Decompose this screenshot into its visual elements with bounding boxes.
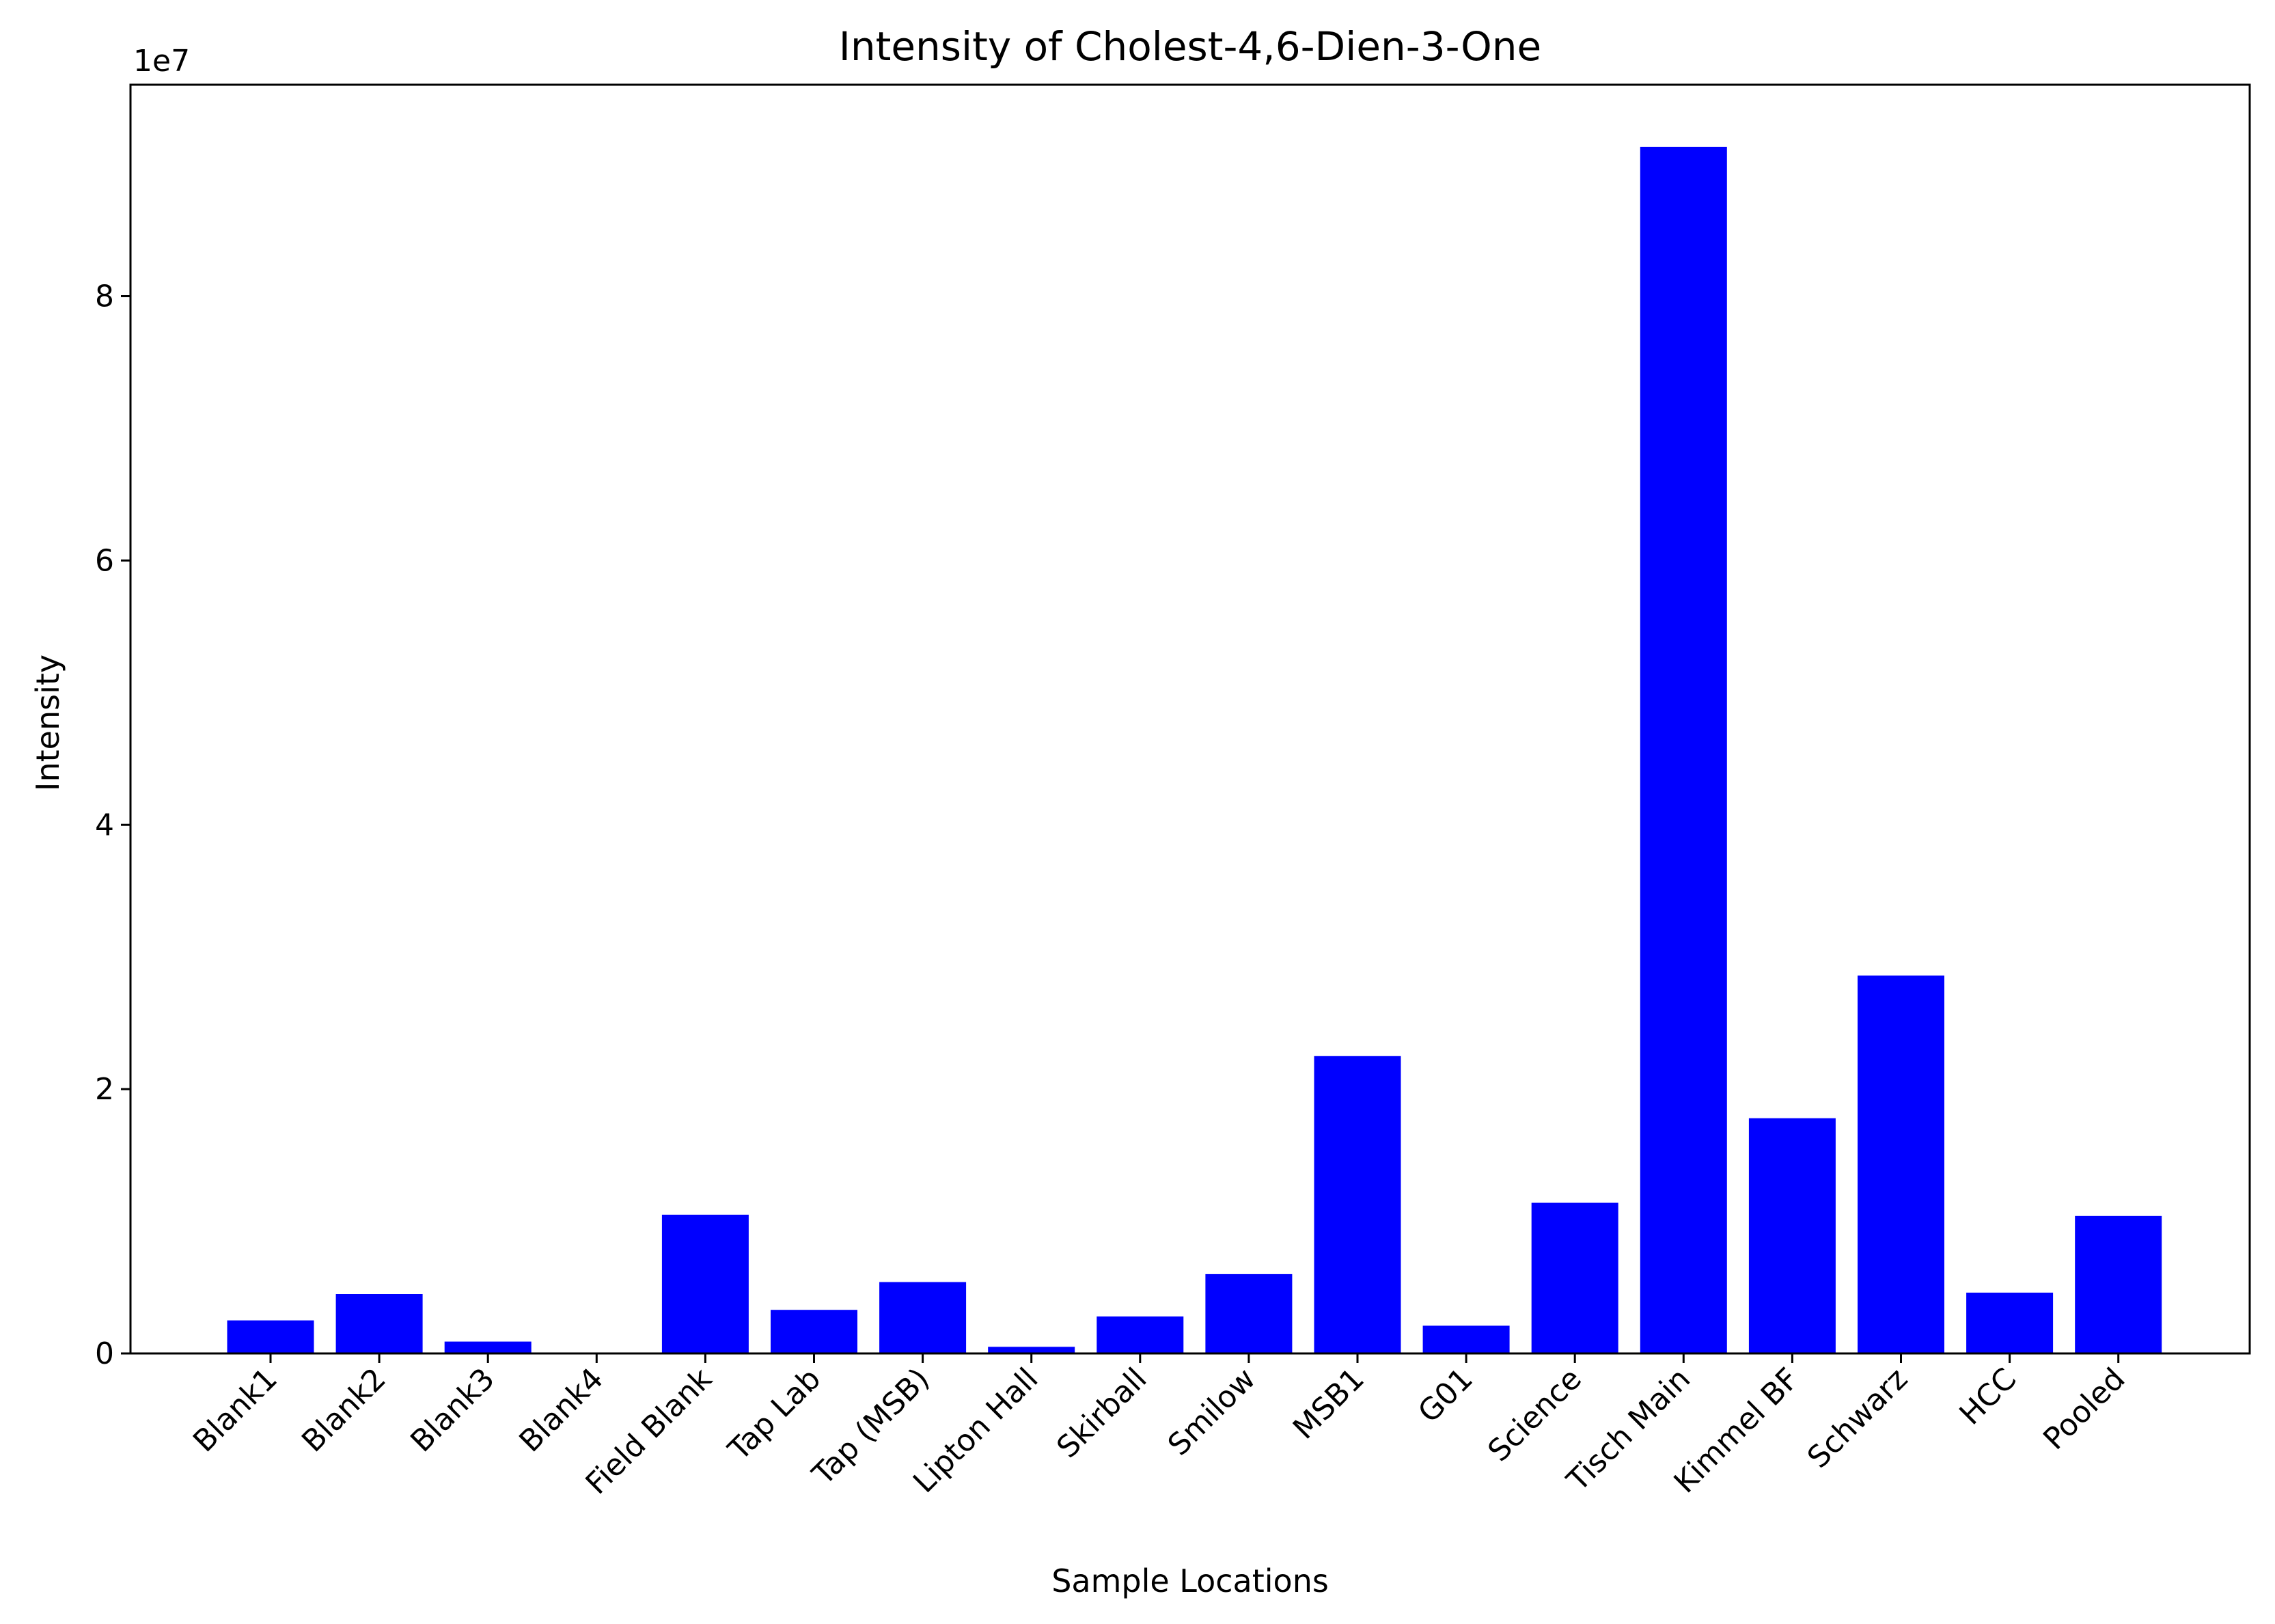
x-tick-label: Schwarz <box>1801 1362 1914 1475</box>
x-tick-label: Smilow <box>1161 1362 1263 1463</box>
bar-g01 <box>1422 1325 1510 1353</box>
x-tick-label: Tap Lab <box>721 1362 827 1468</box>
y-tick-label: 4 <box>95 808 114 842</box>
y-axis-ticks: 0 2 4 6 8 <box>95 279 130 1371</box>
x-axis-label: Sample Locations <box>1051 1563 1329 1599</box>
bars-group <box>227 146 2162 1353</box>
bar-skirball <box>1097 1316 1184 1353</box>
x-tick-label: Blank1 <box>187 1362 284 1459</box>
y-axis-offset-label: 1e7 <box>133 44 190 79</box>
bar-field-blank <box>661 1214 749 1353</box>
y-tick-label: 6 <box>95 543 114 578</box>
y-tick-label: 0 <box>95 1336 114 1371</box>
y-tick-label: 2 <box>95 1072 114 1107</box>
bar-tap-lab <box>771 1310 857 1353</box>
bar-smilow <box>1205 1274 1293 1353</box>
bar-blank2 <box>335 1294 423 1353</box>
bar-pooled <box>2075 1215 2162 1353</box>
bar-hcc <box>1966 1293 2054 1353</box>
bar-lipton-hall <box>988 1347 1075 1353</box>
bar-schwarz <box>1858 975 1944 1353</box>
x-tick-label: Blank3 <box>404 1362 501 1459</box>
bar-science <box>1531 1202 1618 1353</box>
chart-title: Intensity of Cholest-4,6-Dien-3-One <box>839 23 1542 70</box>
bar-tisch-main <box>1640 146 1727 1353</box>
x-tick-label: MSB1 <box>1286 1362 1371 1446</box>
x-tick-label: Pooled <box>2037 1362 2132 1457</box>
x-tick-label: G01 <box>1411 1362 1480 1430</box>
bar-kimmel-bf <box>1748 1118 1836 1353</box>
x-tick-label: Skirball <box>1050 1362 1153 1465</box>
x-tick-label: Blank4 <box>512 1362 610 1459</box>
bar-tap-msb <box>879 1282 967 1353</box>
x-tick-label: HCC <box>1953 1362 2023 1432</box>
bar-blank1 <box>227 1320 314 1353</box>
y-tick-label: 8 <box>95 279 114 314</box>
bar-msb1 <box>1314 1056 1401 1353</box>
x-tick-label: Science <box>1481 1362 1588 1469</box>
x-tick-label: Blank2 <box>295 1362 393 1459</box>
y-axis-label: Intensity <box>29 655 66 791</box>
bar-blank3 <box>444 1341 532 1353</box>
plot-frame <box>129 83 2251 1355</box>
